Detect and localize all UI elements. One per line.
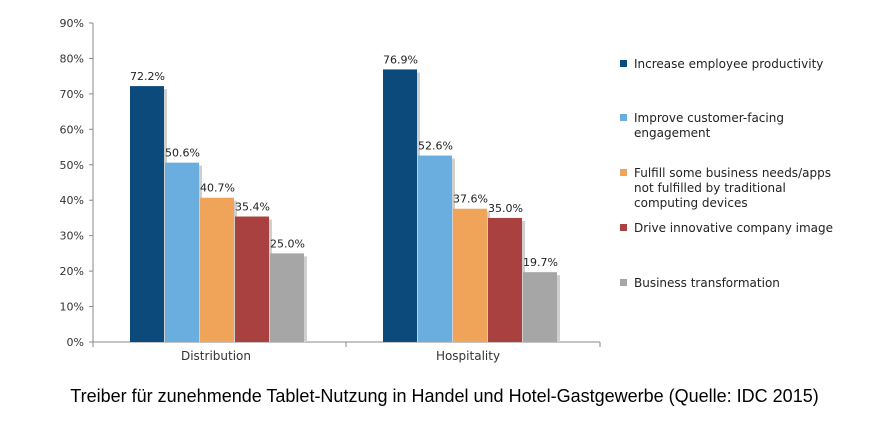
legend-label: Increase employee productivity — [634, 57, 823, 71]
legend-swatch — [620, 114, 627, 121]
bar — [453, 208, 487, 342]
data-label: 35.0% — [488, 202, 523, 215]
legend-swatch — [620, 224, 627, 231]
data-label: 72.2% — [130, 70, 165, 83]
bar — [200, 197, 234, 342]
bar — [488, 217, 522, 342]
bar — [270, 253, 304, 342]
y-tick-label: 40% — [60, 194, 84, 207]
y-tick-label: 90% — [60, 17, 84, 30]
y-tick-label: 50% — [60, 159, 84, 172]
legend-swatch — [620, 279, 627, 286]
bar — [165, 162, 199, 342]
data-label: 50.6% — [165, 147, 200, 160]
y-tick-label: 10% — [60, 301, 84, 314]
data-label: 37.6% — [453, 193, 488, 206]
bar — [418, 155, 452, 342]
bar — [523, 272, 557, 342]
data-label: 40.7% — [200, 182, 235, 195]
data-label: 76.9% — [383, 53, 418, 66]
y-tick-label: 60% — [60, 123, 84, 136]
x-category-label: Distribution — [181, 349, 251, 363]
bar-chart: 0% 10% 20% 30% 40% 50% 60% 70% 80% 90% Distributio… — [60, 17, 833, 363]
legend-label: engagement — [634, 126, 711, 140]
bar — [235, 216, 269, 342]
y-tick-label: 30% — [60, 230, 84, 243]
data-label: 19.7% — [523, 256, 558, 269]
legend-swatch — [620, 169, 627, 176]
data-label: 35.4% — [235, 201, 270, 214]
legend-label: Business transformation — [634, 276, 780, 290]
legend-swatch — [620, 60, 627, 67]
data-label: 52.6% — [418, 140, 453, 153]
chart-caption: Treiber für zunehmende Tablet-Nutzung in… — [70, 386, 819, 406]
legend-label: Improve customer-facing — [634, 111, 784, 125]
y-tick-label: 70% — [60, 88, 84, 101]
legend-label: Drive innovative company image — [634, 221, 833, 235]
bar — [383, 69, 417, 342]
legend-label: Fulfill some business needs/apps — [634, 166, 831, 180]
legend-label: computing devices — [634, 196, 748, 210]
data-label: 25.0% — [270, 237, 305, 250]
legend-label: not fulfilled by traditional — [634, 181, 786, 195]
y-tick-label: 20% — [60, 265, 84, 278]
y-tick-label: 0% — [67, 336, 84, 349]
chart-canvas: 0% 10% 20% 30% 40% 50% 60% 70% 80% 90% Distributio… — [60, 17, 833, 363]
bar — [130, 86, 164, 342]
y-tick-label: 80% — [60, 52, 84, 65]
x-category-label: Hospitality — [436, 349, 500, 363]
